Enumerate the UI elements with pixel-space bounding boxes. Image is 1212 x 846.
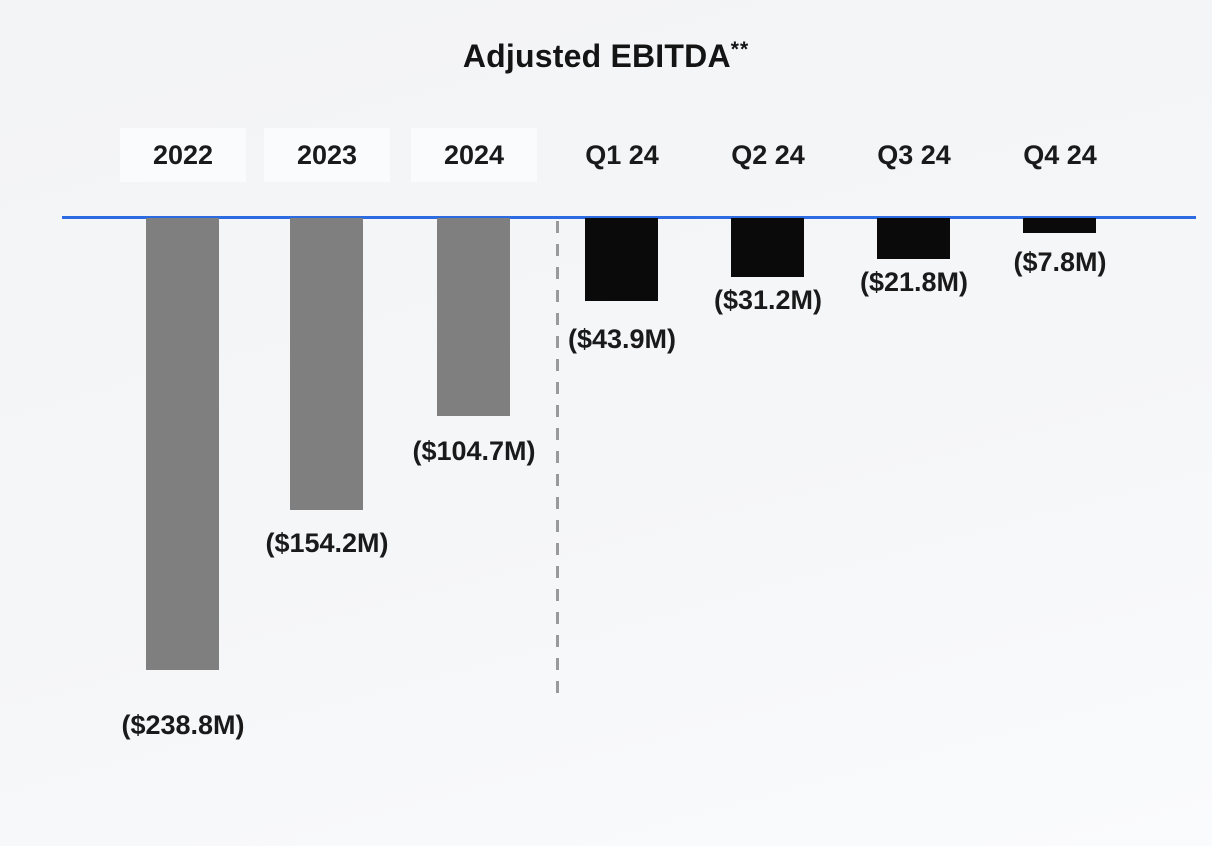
category-label-2022: 2022 xyxy=(120,128,246,182)
category-label-q4-24: Q4 24 xyxy=(1023,140,1097,170)
value-label-2023: ($154.2M) xyxy=(265,528,389,558)
chart-title-text: Adjusted EBITDA xyxy=(462,38,731,74)
bar-2024 xyxy=(437,218,510,416)
zero-axis-line xyxy=(62,216,1196,219)
bar-q1-24 xyxy=(585,218,658,301)
value-label-q2-24: ($31.2M) xyxy=(713,285,823,315)
bar-q2-24 xyxy=(731,218,804,277)
value-label-q1-24: ($43.9M) xyxy=(567,324,677,354)
footnote-marker: ** xyxy=(730,38,750,61)
annual-quarterly-separator-line xyxy=(556,221,559,701)
bar-2022 xyxy=(146,218,219,670)
category-label-2024: 2024 xyxy=(411,128,537,182)
bar-q4-24 xyxy=(1023,218,1096,233)
value-label-q4-24: ($7.8M) xyxy=(1013,247,1107,277)
bar-q3-24 xyxy=(877,218,950,259)
category-label-q1-24: Q1 24 xyxy=(585,140,659,170)
category-label-q3-24: Q3 24 xyxy=(877,140,951,170)
value-label-2024: ($104.7M) xyxy=(412,436,536,466)
value-label-2022: ($238.8M) xyxy=(121,710,245,740)
category-label-2023: 2023 xyxy=(264,128,390,182)
value-label-q3-24: ($21.8M) xyxy=(859,267,969,297)
category-label-q2-24: Q2 24 xyxy=(731,140,805,170)
bar-2023 xyxy=(290,218,363,510)
chart-title: Adjusted EBITDA** xyxy=(0,38,1212,75)
